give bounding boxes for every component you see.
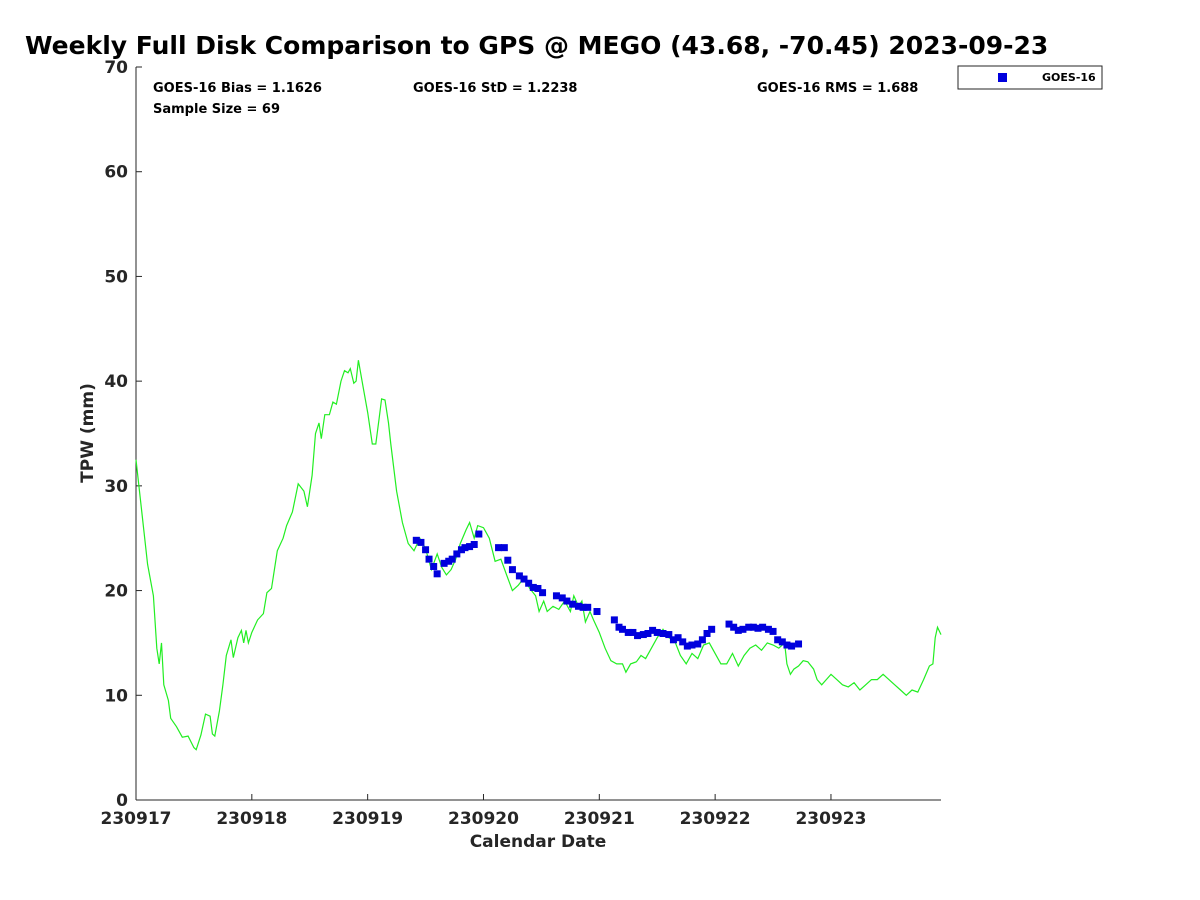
goes16-point xyxy=(430,562,438,570)
goes16-point xyxy=(703,630,711,638)
goes16-point xyxy=(674,634,682,642)
goes16-point xyxy=(433,570,441,578)
y-tick-label: 50 xyxy=(104,267,128,287)
goes16-point xyxy=(629,628,637,636)
goes16-point xyxy=(788,642,796,650)
goes16-point xyxy=(610,616,618,624)
goes16-point xyxy=(539,589,547,597)
goes16-point xyxy=(529,583,537,591)
goes16-point xyxy=(688,641,696,649)
goes16-point xyxy=(708,625,716,633)
goes16-point xyxy=(574,602,582,610)
goes16-point xyxy=(665,631,673,639)
goes16-point xyxy=(698,636,706,644)
goes16-point xyxy=(725,620,733,628)
x-tick-label: 230922 xyxy=(680,809,751,829)
y-axis-label: TPW (mm) xyxy=(78,383,98,483)
goes16-point xyxy=(774,636,782,644)
goes16-point xyxy=(520,575,528,583)
goes16-point xyxy=(470,540,478,548)
goes16-point xyxy=(618,625,626,633)
goes16-point xyxy=(679,638,687,646)
y-tick-label: 0 xyxy=(116,791,128,811)
legend-marker xyxy=(998,73,1007,82)
x-tick-label: 230920 xyxy=(448,809,519,829)
goes16-point xyxy=(461,544,469,552)
std-stat: GOES-16 StD = 1.2238 xyxy=(413,81,577,96)
goes16-point xyxy=(500,544,508,552)
goes16-point xyxy=(795,640,803,648)
goes16-point xyxy=(425,555,433,563)
x-tick-label: 230919 xyxy=(332,809,403,829)
rms-stat: GOES-16 RMS = 1.688 xyxy=(757,81,918,96)
goes16-point xyxy=(639,631,647,639)
goes16-point xyxy=(749,623,757,631)
goes16-point xyxy=(440,559,448,567)
x-axis-label: Calendar Date xyxy=(470,832,607,852)
goes16-point xyxy=(504,556,512,564)
goes16-point xyxy=(764,625,772,633)
goes16-point xyxy=(508,566,516,574)
x-tick-label: 230918 xyxy=(216,809,287,829)
goes16-point xyxy=(534,584,542,592)
goes16-point xyxy=(730,623,738,631)
goes16-point xyxy=(649,626,657,634)
goes16-point xyxy=(739,625,747,633)
x-ticks: 230917 230918 230919 230920 230921 230922 2309… xyxy=(101,794,866,829)
goes16-point xyxy=(475,530,483,538)
goes16-point xyxy=(624,628,632,636)
goes16-point xyxy=(525,579,533,587)
goes16-point xyxy=(669,636,677,644)
chart-title: Weekly Full Disk Comparison to GPS @ MEG… xyxy=(25,31,1048,60)
x-tick-label: 230917 xyxy=(101,809,172,829)
y-tick-label: 60 xyxy=(104,163,128,183)
goes16-point xyxy=(659,630,667,638)
goes16-point xyxy=(453,550,461,558)
goes16-point xyxy=(466,543,474,551)
y-tick-label: 20 xyxy=(104,582,128,602)
goes16-point xyxy=(745,623,753,631)
y-tick-label: 70 xyxy=(104,58,128,78)
goes16-point xyxy=(634,632,642,640)
goes16-point xyxy=(417,538,425,546)
sample-size-stat: Sample Size = 69 xyxy=(153,102,280,117)
y-tick-label: 40 xyxy=(104,372,128,392)
goes16-point xyxy=(569,600,577,608)
goes16-point xyxy=(552,592,560,600)
y-tick-label: 10 xyxy=(104,686,128,706)
goes16-point xyxy=(448,555,456,563)
goes16-point xyxy=(593,608,601,616)
goes16-point xyxy=(754,624,762,632)
x-tick-label: 230921 xyxy=(564,809,635,829)
goes16-point xyxy=(778,638,786,646)
goes16-point xyxy=(759,623,767,631)
goes16-point xyxy=(422,546,430,554)
goes16-point xyxy=(515,572,523,580)
plot-area xyxy=(136,67,941,800)
y-tick-label: 30 xyxy=(104,477,128,497)
goes16-point xyxy=(563,597,571,605)
x-tick-label: 230923 xyxy=(795,809,866,829)
goes16-point xyxy=(558,594,566,602)
goes16-point xyxy=(683,642,691,650)
gps-line xyxy=(135,360,942,751)
goes16-point xyxy=(769,627,777,635)
goes16-point xyxy=(644,630,652,638)
legend: GOES-16 xyxy=(957,65,1103,90)
goes16-point xyxy=(653,628,661,636)
y-ticks: 0 10 20 30 40 50 60 70 xyxy=(104,58,142,811)
legend-label: GOES-16 xyxy=(1042,71,1096,84)
goes16-point xyxy=(783,641,791,649)
goes16-point xyxy=(495,544,503,552)
goes16-point xyxy=(694,640,702,648)
legend-box xyxy=(957,65,1103,90)
goes16-point xyxy=(734,626,742,634)
goes16-point xyxy=(584,603,592,611)
series-layer xyxy=(135,360,942,751)
bias-stat: GOES-16 Bias = 1.1626 xyxy=(153,81,322,96)
goes16-point xyxy=(579,603,587,611)
goes16-point xyxy=(412,536,420,544)
